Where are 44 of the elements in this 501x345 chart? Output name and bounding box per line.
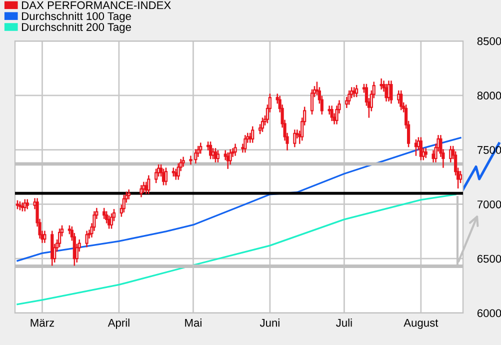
- x-tick-label: April: [108, 318, 130, 329]
- legend-label: DAX PERFORMANCE-INDEX: [22, 1, 171, 10]
- candlestick: [216, 150, 220, 162]
- y-tick-label: 8500: [477, 37, 501, 46]
- candlestick: [355, 84, 358, 98]
- candlestick: [260, 118, 264, 132]
- candlestick: [400, 90, 403, 110]
- candlestick: [142, 182, 146, 193]
- x-tick-label: Juli: [336, 318, 352, 327]
- candlestick: [140, 185, 143, 198]
- candlestick: [85, 230, 88, 248]
- candlestick: [228, 149, 232, 165]
- x-tick-label: Juni: [260, 318, 280, 327]
- x-tick-label: August: [404, 318, 438, 329]
- candlestick: [154, 168, 158, 184]
- x-tick-label: März: [30, 318, 54, 327]
- y-tick-label: 7000: [477, 200, 501, 208]
- candlestick: [234, 144, 237, 156]
- candlestick: [449, 146, 452, 162]
- x-tick-label: Mai: [185, 318, 202, 327]
- candlestick: [164, 168, 168, 186]
- candlestick: [348, 90, 351, 105]
- candlestick: [208, 142, 212, 160]
- candlestick: [419, 137, 422, 160]
- candlestick: [127, 189, 130, 200]
- y-tick-label: 8000: [477, 92, 501, 100]
- candlestick: [251, 126, 254, 143]
- candlestick: [414, 139, 418, 156]
- candlestick: [110, 213, 114, 229]
- legend-label: Durchschnitt 100 Tage: [22, 12, 131, 22]
- candlestick: [424, 148, 428, 158]
- y-tick-label: 6000: [477, 309, 501, 318]
- candlestick: [147, 175, 150, 194]
- legend-label: Durchschnitt 200 Tage: [22, 22, 131, 34]
- candlestick: [50, 230, 54, 266]
- candlestick: [310, 89, 314, 115]
- candlestick: [176, 163, 180, 180]
- candlestick: [293, 130, 296, 148]
- candlestick: [43, 230, 46, 243]
- candlestick: [244, 135, 247, 153]
- y-tick-label: 6500: [477, 254, 501, 263]
- candlestick: [390, 80, 393, 104]
- candlestick: [199, 142, 202, 154]
- candlestick: [58, 228, 62, 248]
